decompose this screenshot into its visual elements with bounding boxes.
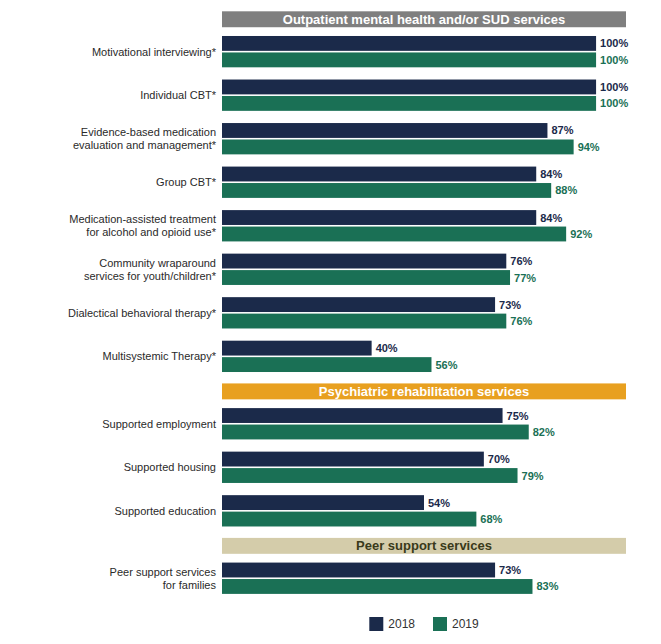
bar bbox=[222, 468, 518, 483]
bar bbox=[222, 425, 529, 440]
section-title: Peer support services bbox=[356, 538, 492, 553]
category-label: Medication-assisted treatmentfor alcohol… bbox=[69, 213, 216, 238]
bar bbox=[222, 254, 506, 269]
legend: 2018 2019 bbox=[369, 617, 479, 631]
data-label: 84% bbox=[540, 168, 562, 180]
category-label: Community wraparoundservices for youth/c… bbox=[84, 257, 217, 282]
data-label: 84% bbox=[540, 212, 562, 224]
data-label: 79% bbox=[522, 470, 544, 482]
data-label: 75% bbox=[507, 410, 529, 422]
category-label: Supported education bbox=[114, 505, 216, 517]
category-label: Peer support servicesfor families bbox=[110, 566, 217, 591]
section-header bbox=[222, 383, 626, 399]
bar bbox=[222, 36, 596, 51]
data-label: 68% bbox=[480, 513, 502, 525]
bar bbox=[222, 314, 506, 329]
bar bbox=[222, 270, 510, 285]
legend-item: 2019 bbox=[433, 617, 479, 631]
section-title: Psychiatric rehabilitation services bbox=[319, 384, 529, 399]
data-label: 40% bbox=[376, 342, 398, 354]
section-headers bbox=[222, 11, 626, 554]
category-label: Dialectical behavioral therapy* bbox=[68, 307, 217, 319]
data-label: 100% bbox=[600, 54, 628, 66]
bar bbox=[222, 52, 596, 67]
bar bbox=[222, 183, 551, 198]
data-label: 76% bbox=[510, 255, 532, 267]
data-label: 100% bbox=[600, 37, 628, 49]
section-header bbox=[222, 538, 626, 554]
category-label: Motivational interviewing* bbox=[92, 46, 217, 58]
data-label: 56% bbox=[435, 359, 457, 371]
data-label: 77% bbox=[514, 272, 536, 284]
data-label: 83% bbox=[536, 580, 558, 592]
bar bbox=[222, 167, 536, 182]
data-label: 73% bbox=[499, 299, 521, 311]
category-label: Supported employment bbox=[102, 418, 216, 430]
data-label: 73% bbox=[499, 564, 521, 576]
data-label: 94% bbox=[578, 141, 600, 153]
bar bbox=[222, 297, 495, 312]
data-label: 100% bbox=[600, 81, 628, 93]
bar bbox=[222, 227, 566, 242]
bars bbox=[222, 36, 596, 594]
bar bbox=[222, 579, 532, 594]
labels: Outpatient mental health and/or SUD serv… bbox=[68, 12, 628, 593]
bar bbox=[222, 512, 476, 527]
category-label: Group CBT* bbox=[156, 176, 217, 188]
category-label: Evidence-based medicationevaluation and … bbox=[73, 126, 217, 151]
legend-label: 2019 bbox=[452, 617, 479, 631]
data-label: 54% bbox=[428, 497, 450, 509]
data-label: 88% bbox=[555, 184, 577, 196]
data-label: 100% bbox=[600, 97, 628, 109]
bar bbox=[222, 123, 547, 138]
section-header bbox=[222, 11, 626, 27]
bar bbox=[222, 96, 596, 111]
bar bbox=[222, 452, 484, 467]
bar bbox=[222, 140, 574, 155]
bar bbox=[222, 563, 495, 578]
bar bbox=[222, 408, 503, 423]
category-label: Multisystemic Therapy* bbox=[103, 350, 217, 362]
category-label: Supported housing bbox=[124, 461, 216, 473]
bar bbox=[222, 80, 596, 95]
section-title: Outpatient mental health and/or SUD serv… bbox=[283, 12, 565, 27]
category-label: Individual CBT* bbox=[140, 89, 217, 101]
data-label: 87% bbox=[551, 124, 573, 136]
bar bbox=[222, 341, 372, 356]
data-label: 76% bbox=[510, 315, 532, 327]
data-label: 92% bbox=[570, 228, 592, 240]
bar bbox=[222, 210, 536, 225]
legend-item: 2018 bbox=[369, 617, 415, 631]
bar bbox=[222, 357, 431, 372]
data-label: 70% bbox=[488, 453, 510, 465]
legend-swatch bbox=[369, 617, 383, 631]
legend-label: 2018 bbox=[388, 617, 415, 631]
data-label: 82% bbox=[533, 426, 555, 438]
bar bbox=[222, 495, 424, 510]
legend-swatch bbox=[433, 617, 447, 631]
